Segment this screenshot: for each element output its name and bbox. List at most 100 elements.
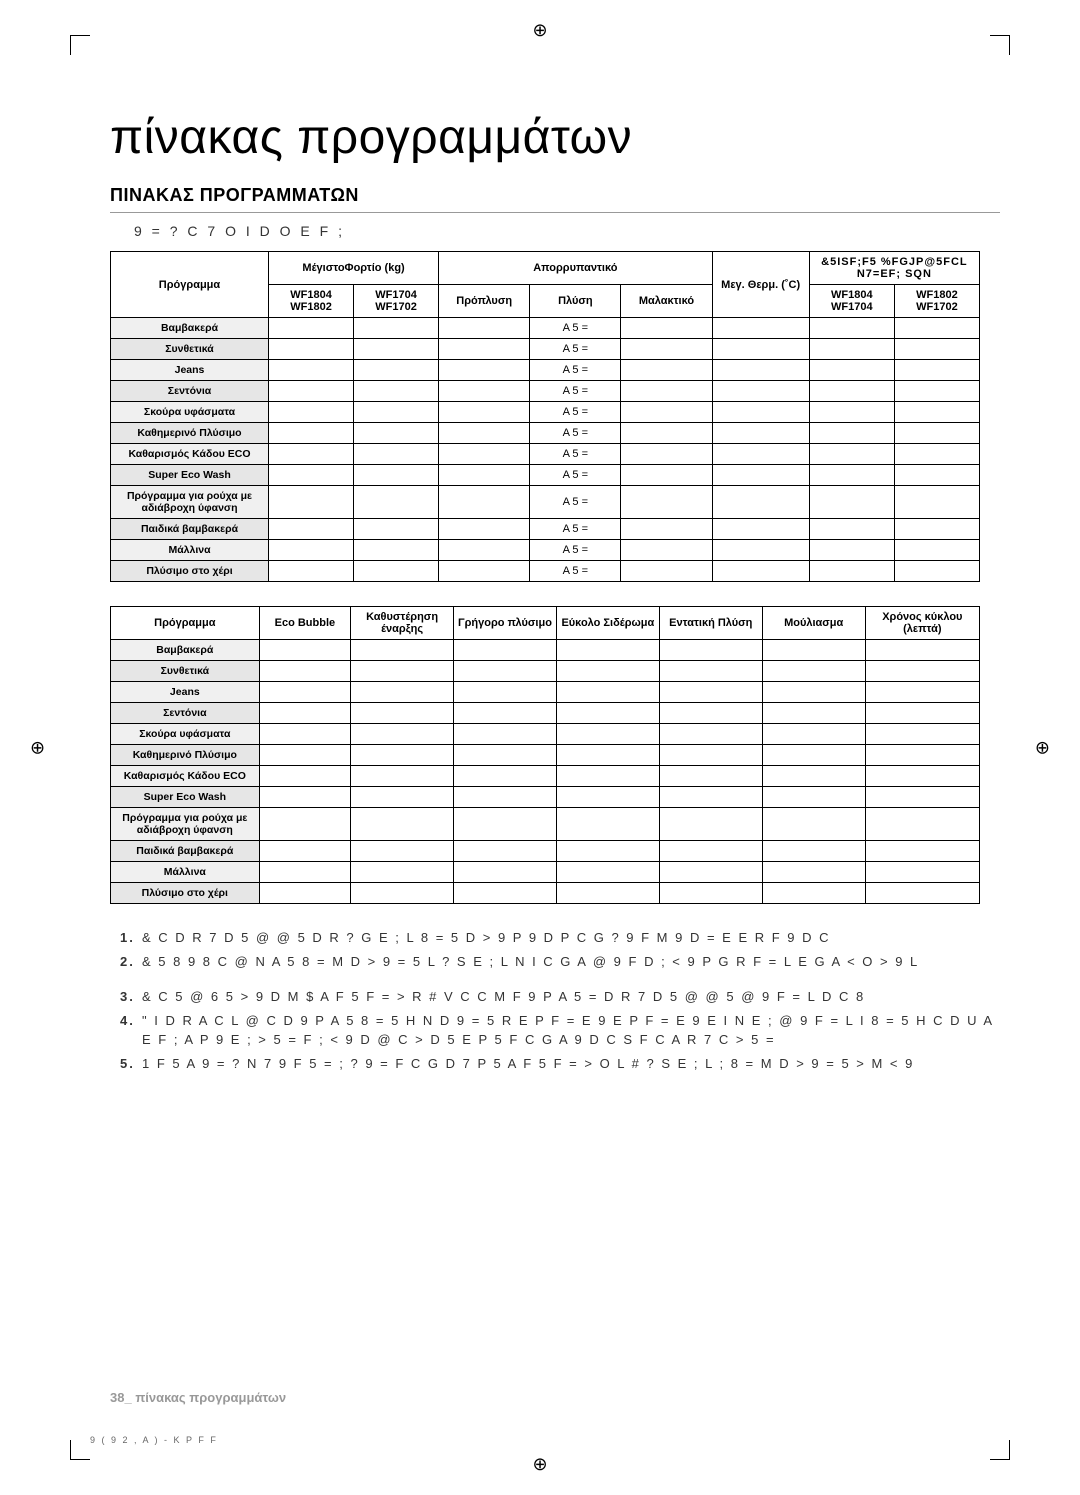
table-row: Πλύσιμο στο χέρι A 5 = (111, 561, 980, 582)
register-mark-icon: ⊕ (30, 737, 45, 758)
program-name: Συνθετικά (111, 339, 269, 360)
program-name: Σεντόνια (111, 381, 269, 402)
program-name: Πλύσιμο στο χέρι (111, 561, 269, 582)
col-program2: Πρόγραμμα (111, 607, 260, 640)
program-name: Jeans (111, 682, 260, 703)
program-name: Super Eco Wash (111, 787, 260, 808)
register-mark-icon: ⊕ (532, 1454, 547, 1475)
wash-cell: A 5 = (530, 540, 621, 561)
notes-list: & C D R 7 D 5 @ @ 5 D R ? G E ; L 8 = 5 … (120, 928, 1000, 1073)
section-heading: ΠΙΝΑΚΑΣ ΠΡΟΓΡΑΜΜΑΤΩΝ (110, 185, 1000, 213)
sub-spin2: WF1802 WF1702 (894, 285, 979, 318)
program-name: Μάλλινα (111, 540, 269, 561)
wash-cell: A 5 = (530, 486, 621, 519)
table-row: Βαμβακερά (111, 640, 980, 661)
program-name: Καθημερινό Πλύσιμο (111, 423, 269, 444)
table-row: Πρόγραμμα για ρούχα με αδιάβροχη ύφανση (111, 808, 980, 841)
program-table-1: Πρόγραμμα ΜέγιστοΦορτίο (kg) Απορρυπαντι… (110, 251, 980, 582)
table-row: Σεντόνια A 5 = (111, 381, 980, 402)
program-name: Σκούρα υφάσματα (111, 724, 260, 745)
program-name: Παιδικά βαμβακερά (111, 841, 260, 862)
note-item: & 5 8 9 8 C @ N A 5 8 = M D > 9 = 5 L ? … (120, 952, 1000, 972)
register-mark-icon: ⊕ (532, 20, 547, 41)
page-footer: 38_ πίνακας προγραμμάτων (110, 1390, 286, 1405)
table-row: Jeans A 5 = (111, 360, 980, 381)
wash-cell: A 5 = (530, 423, 621, 444)
footer-text: πίνακας προγραμμάτων (135, 1390, 286, 1405)
crop-mark (990, 35, 1010, 55)
col-quick: Γρήγορο πλύσιμο (454, 607, 557, 640)
program-name: Μάλλινα (111, 862, 260, 883)
sub-prewash: Πρόπλυση (439, 285, 530, 318)
footer-page: 38_ (110, 1390, 132, 1405)
page-title: πίνακας προγραμμάτων (110, 110, 1000, 165)
wash-cell: A 5 = (530, 318, 621, 339)
program-name: Καθαρισμός Κάδου ECO (111, 766, 260, 787)
program-name: Βαμβακερά (111, 640, 260, 661)
program-name: Σκούρα υφάσματα (111, 402, 269, 423)
table-row: Συνθετικά (111, 661, 980, 682)
wash-cell: A 5 = (530, 381, 621, 402)
col-eco: Eco Bubble (259, 607, 350, 640)
program-name: Πλύσιμο στο χέρι (111, 883, 260, 904)
program-table-2: Πρόγραμμα Eco Bubble Καθυστέρηση έναρξης… (110, 606, 980, 904)
section-subtext: 9 = ? C 7 O I D O E F ; (134, 223, 1000, 239)
register-mark-icon: ⊕ (1035, 737, 1050, 758)
sub-wash: Πλύση (530, 285, 621, 318)
table-row: Καθαρισμός Κάδου ECO A 5 = (111, 444, 980, 465)
table-row: Καθημερινό Πλύσιμο (111, 745, 980, 766)
wash-cell: A 5 = (530, 360, 621, 381)
table-row: Πρόγραμμα για ρούχα με αδιάβροχη ύφανση … (111, 486, 980, 519)
crop-mark (70, 35, 90, 55)
note-item: & C D R 7 D 5 @ @ 5 D R ? G E ; L 8 = 5 … (120, 928, 1000, 948)
table-row: Συνθετικά A 5 = (111, 339, 980, 360)
table-row: Σεντόνια (111, 703, 980, 724)
col-program: Πρόγραμμα (111, 252, 269, 318)
wash-cell: A 5 = (530, 519, 621, 540)
sub-wf1804-02: WF1804 WF1802 (269, 285, 354, 318)
table-row: Μάλλινα A 5 = (111, 540, 980, 561)
col-time: Χρόνος κύκλου (λεπτά) (865, 607, 979, 640)
table-row: Super Eco Wash A 5 = (111, 465, 980, 486)
program-name: Καθαρισμός Κάδου ECO (111, 444, 269, 465)
col-soak: Μούλιασμα (762, 607, 865, 640)
program-name: Πρόγραμμα για ρούχα με αδιάβροχη ύφανση (111, 486, 269, 519)
note-item: 1 F 5 A 9 = ? N 7 9 F 5 = ; ? 9 = F C G … (120, 1054, 1000, 1074)
col-maxtemp: Μεγ. Θερμ. (˚C) (712, 252, 809, 318)
wash-cell: A 5 = (530, 339, 621, 360)
col-intensive: Εντατική Πλύση (659, 607, 762, 640)
table-row: Μάλλινα (111, 862, 980, 883)
table-row: Πλύσιμο στο χέρι (111, 883, 980, 904)
col-maxload: ΜέγιστοΦορτίο (kg) (269, 252, 439, 285)
table-row: Βαμβακερά A 5 = (111, 318, 980, 339)
program-name: Συνθετικά (111, 661, 260, 682)
program-name: Παιδικά βαμβακερά (111, 519, 269, 540)
wash-cell: A 5 = (530, 561, 621, 582)
tiny-footer: 9 ( 9 2 , A ) - K P F F (90, 1435, 218, 1445)
col-easy: Εύκολο Σιδέρωμα (556, 607, 659, 640)
program-name: Super Eco Wash (111, 465, 269, 486)
col-detergent: Απορρυπαντικό (439, 252, 712, 285)
table-row: Super Eco Wash (111, 787, 980, 808)
program-name: Πρόγραμμα για ρούχα με αδιάβροχη ύφανση (111, 808, 260, 841)
table-row: Σκούρα υφάσματα A 5 = (111, 402, 980, 423)
program-name: Βαμβακερά (111, 318, 269, 339)
crop-mark (70, 1440, 90, 1460)
table-row: Σκούρα υφάσματα (111, 724, 980, 745)
program-name: Σεντόνια (111, 703, 260, 724)
crop-mark (990, 1440, 1010, 1460)
col-spin: &5ISF;F5 %FGJP@5FCL N7=EF; SQN (809, 252, 979, 285)
table-row: Καθημερινό Πλύσιμο A 5 = (111, 423, 980, 444)
table-row: Παιδικά βαμβακερά (111, 841, 980, 862)
table-row: Jeans (111, 682, 980, 703)
wash-cell: A 5 = (530, 465, 621, 486)
table-row: Καθαρισμός Κάδου ECO (111, 766, 980, 787)
note-item: " I D R A C L @ C D 9 P A 5 8 = 5 H N D … (120, 1011, 1000, 1050)
sub-spin1: WF1804 WF1704 (809, 285, 894, 318)
program-name: Jeans (111, 360, 269, 381)
col-delay: Καθυστέρηση έναρξης (351, 607, 454, 640)
sub-softener: Μαλακτικό (621, 285, 712, 318)
program-name: Καθημερινό Πλύσιμο (111, 745, 260, 766)
sub-wf1704-02: WF1704 WF1702 (354, 285, 439, 318)
wash-cell: A 5 = (530, 402, 621, 423)
